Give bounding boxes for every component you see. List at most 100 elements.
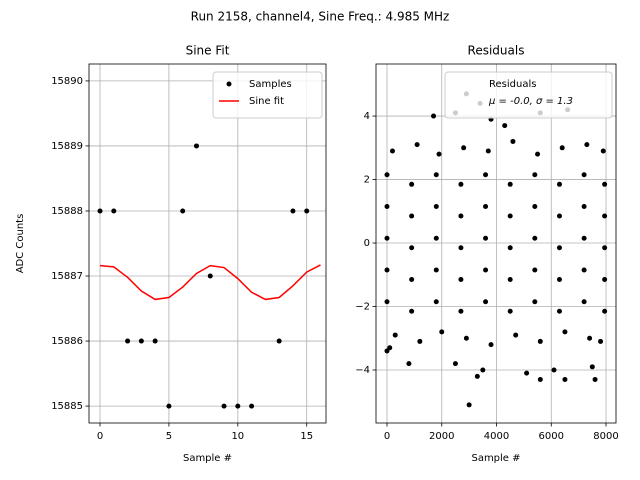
sample-point xyxy=(602,245,608,251)
sample-point xyxy=(433,172,439,178)
sample-point xyxy=(290,208,296,214)
sample-point xyxy=(249,403,255,409)
sample-point xyxy=(602,308,608,314)
sample-point xyxy=(125,338,131,344)
sample-point xyxy=(458,213,464,219)
sample-point xyxy=(414,142,420,148)
figure-title: Run 2158, channel4, Sine Freq.: 4.985 MH… xyxy=(191,10,450,24)
sample-point xyxy=(417,338,423,344)
sample-point xyxy=(592,377,598,383)
sample-point xyxy=(556,181,562,187)
sample-point xyxy=(581,299,587,305)
legend-label: Residuals xyxy=(489,79,536,90)
sample-point xyxy=(513,332,519,338)
sample-point xyxy=(433,299,439,305)
sample-point xyxy=(483,299,489,305)
sample-point xyxy=(483,267,489,273)
sample-point xyxy=(556,213,562,219)
sample-point xyxy=(409,308,415,314)
sample-point xyxy=(384,235,390,241)
plot-area xyxy=(384,91,608,408)
sample-point xyxy=(581,235,587,241)
sample-point xyxy=(433,235,439,241)
sample-point xyxy=(452,361,458,367)
sample-point xyxy=(537,338,543,344)
sample-point xyxy=(474,373,480,379)
sample-point xyxy=(138,338,144,344)
sample-point xyxy=(221,403,227,409)
legend-swatch xyxy=(226,81,232,87)
sample-point xyxy=(97,208,103,214)
sample-point xyxy=(389,148,395,154)
axes-title: Residuals xyxy=(468,44,525,58)
sample-point xyxy=(384,172,390,178)
y-tick-label: 15888 xyxy=(51,206,83,217)
sample-point xyxy=(439,329,445,335)
sample-point xyxy=(304,208,310,214)
sample-point xyxy=(409,245,415,251)
sample-point xyxy=(562,329,568,335)
sample-point xyxy=(556,277,562,283)
y-tick-label: 4 xyxy=(364,111,370,122)
sample-point xyxy=(532,172,538,178)
legend-box xyxy=(212,71,323,119)
sample-point xyxy=(152,338,158,344)
y-tick-label: 2 xyxy=(364,175,370,186)
sample-point xyxy=(556,308,562,314)
sample-point xyxy=(598,338,604,344)
sample-point xyxy=(589,364,595,370)
sample-point xyxy=(180,208,186,214)
y-tick-label: 15887 xyxy=(51,271,83,282)
sample-point xyxy=(602,277,608,283)
axes-frame xyxy=(88,63,327,424)
x-tick-label: 10 xyxy=(231,431,244,442)
x-tick-label: 4000 xyxy=(484,431,509,442)
sample-point xyxy=(193,143,199,149)
sample-point xyxy=(409,213,415,219)
sample-point xyxy=(581,267,587,273)
x-tick-label: 0 xyxy=(97,431,103,442)
sample-point xyxy=(392,332,398,338)
x-tick-label: 6000 xyxy=(539,431,564,442)
sample-point xyxy=(111,208,117,214)
sample-point xyxy=(384,204,390,210)
sample-point xyxy=(507,213,513,219)
sample-point xyxy=(600,148,606,154)
sample-point xyxy=(537,377,543,383)
x-tick-label: 2000 xyxy=(429,431,454,442)
sample-point xyxy=(510,138,516,144)
sample-point xyxy=(507,245,513,251)
y-tick-label: 0 xyxy=(364,238,370,249)
sample-point xyxy=(436,151,442,157)
y-tick-label: 15889 xyxy=(51,141,83,152)
y-tick-label: −4 xyxy=(355,365,370,376)
sample-point xyxy=(488,342,494,348)
sample-point xyxy=(507,277,513,283)
sample-point xyxy=(276,338,282,344)
sample-point xyxy=(466,402,472,408)
y-tick-label: 15885 xyxy=(51,401,83,412)
sample-point xyxy=(485,148,491,154)
sample-point xyxy=(433,204,439,210)
sample-point xyxy=(602,213,608,219)
x-axis-label: Sample # xyxy=(183,453,232,464)
sample-point xyxy=(458,245,464,251)
legend-label: Sine fit xyxy=(249,96,284,107)
sample-point xyxy=(458,277,464,283)
sample-point xyxy=(483,235,489,241)
sample-point xyxy=(461,145,467,151)
sample-point xyxy=(581,172,587,178)
sample-point xyxy=(532,204,538,210)
sample-point xyxy=(433,267,439,273)
plot-area xyxy=(97,143,321,409)
sample-point xyxy=(502,123,508,129)
sample-point xyxy=(480,367,486,373)
sample-point xyxy=(551,367,557,373)
sample-point xyxy=(387,345,393,351)
sample-point xyxy=(207,273,213,279)
fit-line xyxy=(99,264,321,301)
y-tick-label: 15890 xyxy=(51,76,83,87)
sample-point xyxy=(507,181,513,187)
x-tick-label: 0 xyxy=(384,431,390,442)
